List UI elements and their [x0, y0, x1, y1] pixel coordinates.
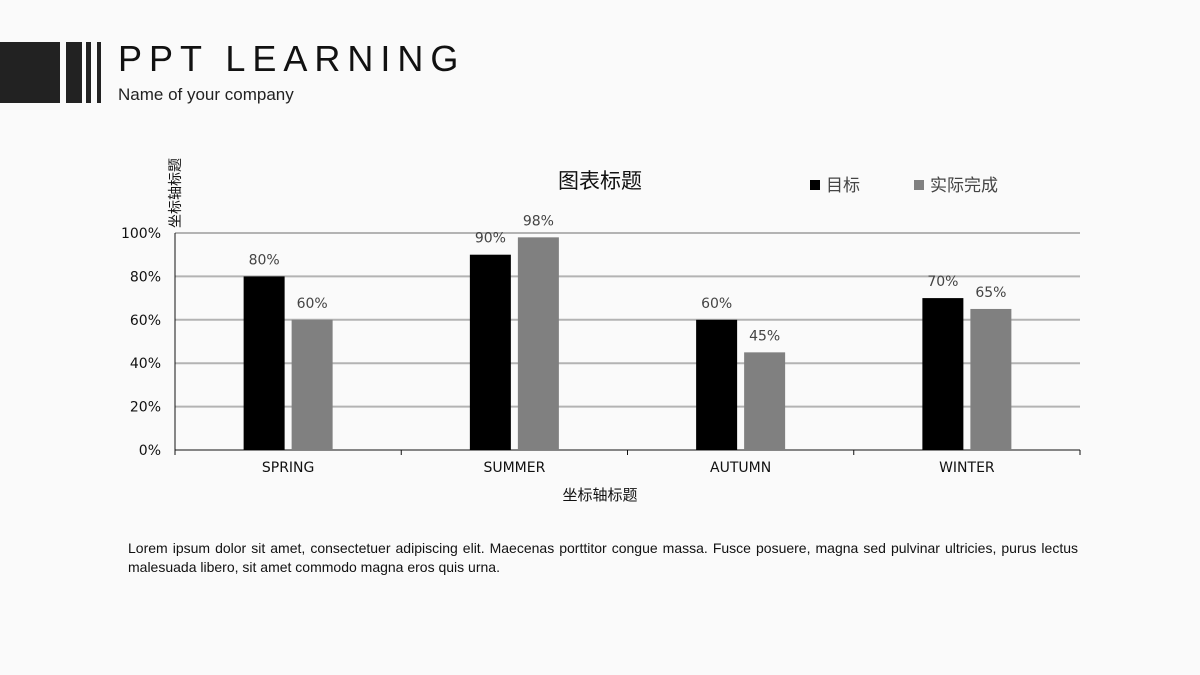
y-tick-label: 80%	[130, 269, 161, 285]
x-tick-label: SPRING	[262, 460, 315, 476]
data-label: 60%	[701, 296, 732, 312]
y-axis-title: 坐标轴标题	[168, 158, 184, 228]
bar	[970, 308, 1012, 450]
y-tick-label: 100%	[121, 226, 161, 242]
logo-block	[0, 42, 60, 103]
page-title: PPT LEARNING	[118, 38, 466, 79]
bar	[469, 254, 511, 450]
data-label: 65%	[975, 285, 1006, 301]
data-label: 45%	[749, 328, 780, 344]
y-tick-label: 20%	[130, 400, 161, 416]
body-paragraph: Lorem ipsum dolor sit amet, consectetuer…	[128, 540, 1078, 575]
bar	[922, 298, 964, 450]
bar	[744, 352, 786, 450]
y-tick-label: 40%	[130, 356, 161, 372]
y-tick-label: 60%	[130, 313, 161, 329]
data-label: 80%	[249, 252, 280, 268]
data-label: 98%	[523, 213, 554, 229]
chart-title: 图表标题	[558, 169, 642, 193]
logo-bar	[86, 42, 91, 103]
legend-label: 实际完成	[930, 176, 998, 196]
company-name: Name of your company	[118, 85, 294, 104]
data-label: 60%	[297, 296, 328, 312]
bar-chart: 0% 20% 40% 60% 80% 100% 80% 60% SPRING 90% 98% SUMM…	[121, 158, 1081, 504]
x-tick-label: SUMMER	[483, 460, 545, 476]
x-tick-label: WINTER	[939, 460, 995, 476]
bar	[243, 276, 285, 450]
data-label: 90%	[475, 231, 506, 247]
logo-bar	[97, 42, 101, 103]
bar	[517, 237, 559, 450]
logo-bar	[66, 42, 82, 103]
y-tick-label: 0%	[139, 443, 161, 459]
data-label: 70%	[927, 274, 958, 290]
x-tick-label: AUTUMN	[710, 460, 771, 476]
legend-label: 目标	[826, 176, 860, 196]
bar	[291, 319, 333, 450]
x-axis-title: 坐标轴标题	[562, 486, 637, 504]
legend-swatch	[914, 180, 924, 190]
legend-swatch	[810, 180, 820, 190]
bar	[696, 319, 738, 450]
